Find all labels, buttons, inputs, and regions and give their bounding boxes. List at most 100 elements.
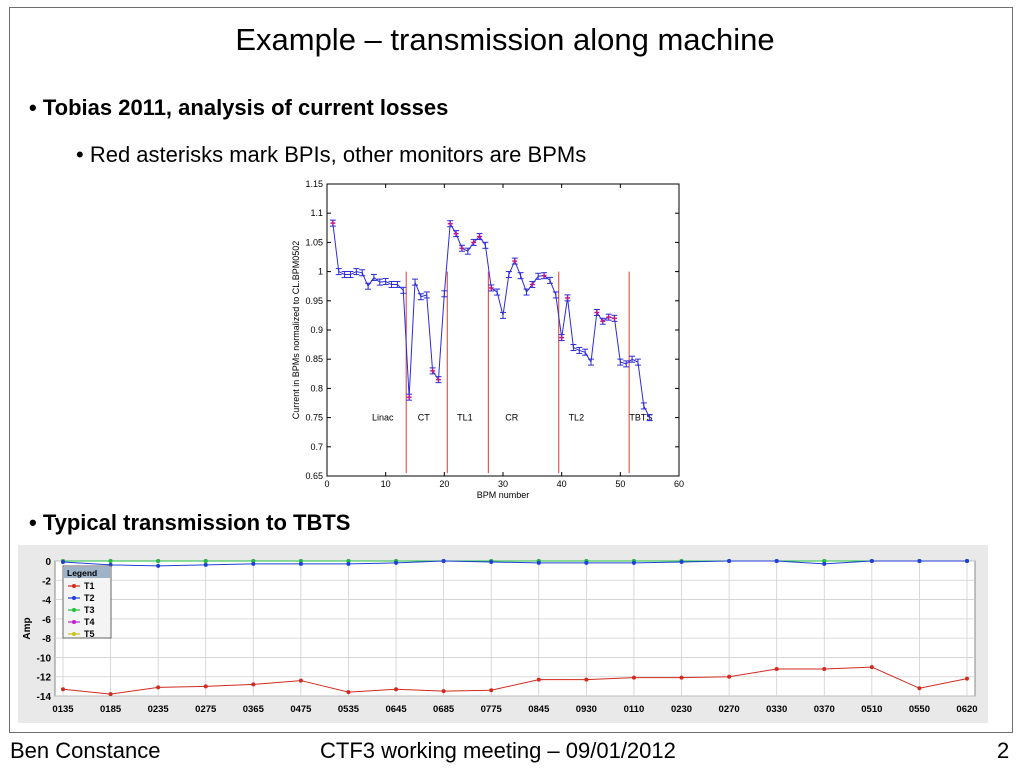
bpm-point bbox=[347, 271, 354, 279]
section-label: Linac bbox=[372, 413, 394, 423]
y-tick-label: 1.1 bbox=[310, 208, 323, 218]
series-point-t2 bbox=[774, 559, 779, 563]
y-tick-label: 1 bbox=[318, 267, 323, 277]
y-axis-label: Amp bbox=[22, 617, 33, 639]
series-point-t2 bbox=[631, 560, 636, 565]
bpi-point bbox=[511, 257, 518, 265]
series-point-t1 bbox=[584, 677, 589, 682]
series-point-t2 bbox=[869, 559, 874, 563]
series-point-t2 bbox=[346, 561, 351, 566]
x-tick-label: 0645 bbox=[385, 704, 407, 715]
y-tick-label: -8 bbox=[42, 634, 51, 645]
legend-entry: T3 bbox=[84, 605, 95, 615]
series-point-t1 bbox=[965, 676, 969, 681]
series-point-t2 bbox=[584, 560, 589, 565]
bpm-point bbox=[646, 414, 653, 422]
x-tick-label: 20 bbox=[439, 479, 449, 489]
x-tick-label: 0365 bbox=[243, 704, 265, 715]
section-label: TL2 bbox=[569, 413, 585, 423]
bpi-point bbox=[599, 317, 606, 325]
bpi-point bbox=[458, 244, 465, 252]
section-label: TL1 bbox=[457, 413, 473, 423]
bpm-point bbox=[365, 282, 372, 290]
series-point-t1 bbox=[822, 667, 827, 671]
series-point-t3 bbox=[822, 559, 827, 563]
bpi-point bbox=[447, 220, 454, 228]
x-tick-label: 60 bbox=[674, 479, 684, 489]
y-tick-label: 1.05 bbox=[305, 237, 323, 247]
x-tick-label: 0930 bbox=[576, 704, 597, 715]
x-tick-label: 0185 bbox=[100, 704, 122, 715]
bpi-point bbox=[529, 280, 536, 288]
legend-marker bbox=[72, 608, 76, 612]
series-point-t2 bbox=[727, 559, 732, 563]
series-point-t1 bbox=[869, 665, 874, 670]
bpm-point bbox=[353, 268, 360, 276]
series-point-t1 bbox=[441, 689, 446, 694]
tbts-chart-panel: 0 -2 -4 -6 -8 -10 -12 -14 0135 0185 0235 0275 0365 04… bbox=[18, 545, 988, 723]
bpm-point bbox=[394, 280, 401, 288]
x-tick-label: 0550 bbox=[909, 704, 930, 715]
bpm-point bbox=[482, 241, 489, 249]
bpm-point bbox=[370, 273, 377, 281]
series-point-t1 bbox=[61, 687, 65, 692]
bpm-point bbox=[535, 272, 542, 280]
plot-area bbox=[326, 183, 680, 477]
y-tick-label: -14 bbox=[37, 692, 52, 703]
bpi-point bbox=[406, 393, 413, 401]
plot-area bbox=[54, 560, 976, 697]
legend-entry: T5 bbox=[84, 629, 95, 639]
bpm-point bbox=[629, 355, 636, 363]
bpm-point bbox=[582, 348, 589, 356]
series-point-t1 bbox=[679, 675, 684, 680]
series-point-t3 bbox=[251, 559, 256, 563]
bpm-point bbox=[464, 247, 471, 255]
bpi-point bbox=[611, 314, 618, 322]
series-line-t2 bbox=[62, 560, 967, 567]
bullet-main-1: • Tobias 2011, analysis of current losse… bbox=[29, 95, 449, 120]
bpm-point bbox=[576, 346, 583, 354]
y-tick-label: 0 bbox=[45, 557, 51, 568]
bpi-point bbox=[593, 308, 600, 316]
legend-entry: T4 bbox=[84, 617, 95, 627]
bpm-point bbox=[517, 272, 524, 280]
bpi-point bbox=[329, 219, 336, 227]
series-point-t2 bbox=[156, 563, 161, 568]
bpm-point bbox=[376, 278, 383, 286]
x-tick-label: 0510 bbox=[861, 704, 882, 715]
bpi-point bbox=[476, 233, 483, 241]
y-tick-label: 1.15 bbox=[305, 179, 323, 189]
x-tick-label: 0230 bbox=[671, 704, 692, 715]
legend-marker bbox=[72, 632, 76, 636]
series-point-t2 bbox=[822, 561, 827, 566]
section-label: CR bbox=[505, 413, 518, 423]
bpi-point bbox=[488, 284, 495, 292]
bpi-point bbox=[435, 376, 442, 384]
y-tick-label: 0.65 bbox=[305, 471, 323, 481]
x-tick-label: 0620 bbox=[956, 704, 977, 715]
legend-title: Legend bbox=[67, 568, 97, 578]
x-tick-label: 0330 bbox=[766, 704, 787, 715]
series-point-t2 bbox=[441, 559, 446, 563]
x-tick-label: 40 bbox=[557, 479, 567, 489]
bpm-point bbox=[617, 358, 624, 366]
y-axis-label: Current in BPMs normalized to CL.BPM0502 bbox=[291, 241, 301, 420]
series-point-t2 bbox=[61, 559, 65, 564]
y-tick-label: -6 bbox=[42, 615, 51, 626]
bullet-main-1-text: Tobias 2011, analysis of current losses bbox=[42, 95, 449, 120]
x-tick-label: 0370 bbox=[814, 704, 835, 715]
footer-author: Ben Constance bbox=[10, 738, 161, 763]
series-point-t3 bbox=[298, 559, 303, 563]
x-tick-label: 0 bbox=[324, 479, 329, 489]
series-point-t1 bbox=[536, 677, 541, 682]
series-point-t1 bbox=[631, 675, 636, 680]
bpm-point bbox=[623, 360, 630, 368]
x-tick-label: 10 bbox=[381, 479, 391, 489]
series-point-t2 bbox=[489, 559, 494, 564]
bpi-point bbox=[541, 272, 548, 280]
y-tick-label: 0.8 bbox=[310, 383, 323, 393]
legend-marker bbox=[72, 584, 76, 588]
series-point-t1 bbox=[203, 684, 208, 689]
bpi-point bbox=[453, 230, 460, 238]
bullet-main-2-text: Typical transmission to TBTS bbox=[42, 510, 351, 535]
